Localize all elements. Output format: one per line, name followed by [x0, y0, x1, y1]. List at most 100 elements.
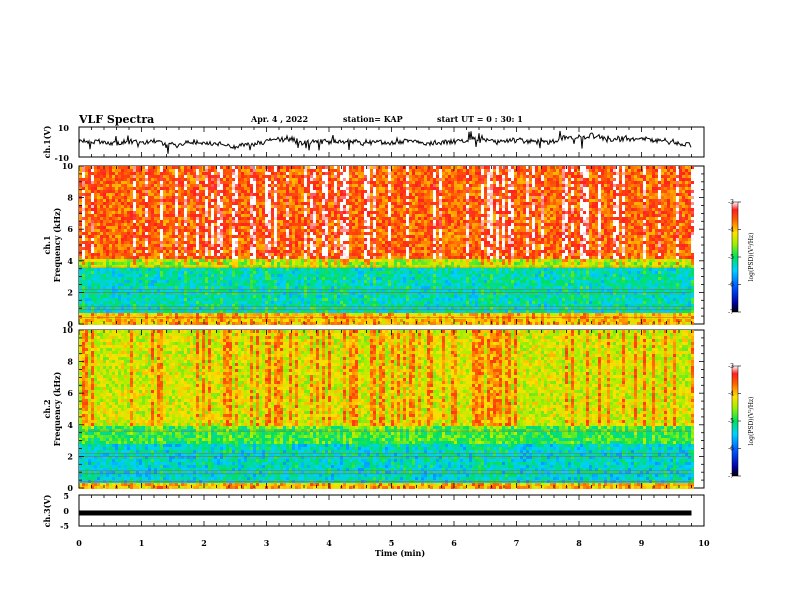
spectrogram-cell [232, 322, 235, 325]
spectrogram-cell [253, 193, 256, 196]
spectrogram-cell [157, 214, 160, 217]
spectrogram-cell [97, 322, 100, 325]
spectrogram-cell [301, 190, 304, 193]
spectrogram-cell [127, 211, 130, 214]
spectrogram-cell [175, 211, 178, 214]
spectrogram-cell [184, 289, 187, 292]
spectrogram-cell [79, 244, 82, 247]
spectrogram-cell [190, 307, 193, 310]
spectrogram-cell [112, 256, 115, 259]
spectrogram-cell [166, 319, 169, 322]
spectrogram-cell [154, 292, 157, 295]
spectrogram-cell [94, 253, 97, 256]
spectrogram-cell [100, 199, 103, 202]
spectrogram-cell [163, 277, 166, 280]
spectrogram-cell [211, 301, 214, 304]
spectrogram-cell [346, 253, 349, 256]
spectrogram-cell [112, 262, 115, 265]
spectrogram-cell [133, 175, 136, 178]
spectrogram-cell [127, 223, 130, 226]
spectrogram-cell [160, 229, 163, 232]
spectrogram-cell [124, 220, 127, 223]
spectrogram-cell [268, 181, 271, 184]
spectrogram-cell [100, 244, 103, 247]
spectrogram-cell [208, 295, 211, 298]
spectrogram-cell [274, 205, 277, 208]
spectrogram-cell [274, 268, 277, 271]
spectrogram-cell [226, 313, 229, 316]
spectrogram-cell [124, 193, 127, 196]
spectrogram-cell [154, 244, 157, 247]
spectrogram-cell [274, 229, 277, 232]
spectrogram-cell [265, 211, 268, 214]
spectrogram-cell [205, 280, 208, 283]
spectrogram-cell [187, 253, 190, 256]
spectrogram-cell [256, 292, 259, 295]
spectrogram-cell [118, 265, 121, 268]
spectrogram-cell [211, 175, 214, 178]
spectrogram-cell [328, 301, 331, 304]
spectrogram-cell [238, 205, 241, 208]
spectrogram-cell [247, 202, 250, 205]
spectrogram-cell [217, 235, 220, 238]
spectrogram-cell [346, 295, 349, 298]
spectrogram-cell [154, 214, 157, 217]
spectrogram-cell [277, 259, 280, 262]
spectrogram-cell [349, 301, 352, 304]
spectrogram-cell [112, 172, 115, 175]
spectrogram-cell [241, 232, 244, 235]
spectrogram-cell [214, 229, 217, 232]
spectrogram-cell [112, 322, 115, 325]
spectrogram-cell [226, 193, 229, 196]
spectrogram-cell [274, 181, 277, 184]
spectrogram-cell [133, 295, 136, 298]
spectrogram-cell [277, 280, 280, 283]
spectrogram-cell [154, 193, 157, 196]
spectrogram-cell [256, 280, 259, 283]
spectrogram-cell [253, 196, 256, 199]
spectrogram-cell [181, 280, 184, 283]
spectrogram-cell [241, 307, 244, 310]
spectrogram-cell [175, 199, 178, 202]
spectrogram-cell [139, 283, 142, 286]
spectrogram-cell [202, 265, 205, 268]
spectrogram-cell [193, 310, 196, 313]
spectrogram-cell [220, 166, 223, 169]
spectrogram-cell [187, 313, 190, 316]
spectrogram-cell [97, 178, 100, 181]
spectrogram-cell [205, 166, 208, 169]
spectrogram-cell [346, 232, 349, 235]
spectrogram-cell [196, 232, 199, 235]
spectrogram-cell [319, 205, 322, 208]
spectrogram-cell [256, 220, 259, 223]
spectrogram-cell [112, 289, 115, 292]
spectrogram-cell [349, 307, 352, 310]
spectrogram-cell [160, 196, 163, 199]
spectrogram-cell [145, 232, 148, 235]
spectrogram-cell [94, 235, 97, 238]
spectrogram-cell [211, 190, 214, 193]
spectrogram-cell [100, 193, 103, 196]
spectrogram-cell [211, 193, 214, 196]
spectrogram-cell [256, 286, 259, 289]
spectrogram-cell [292, 187, 295, 190]
spectrogram-cell [298, 298, 301, 301]
spectrogram-cell [124, 286, 127, 289]
spectrogram-cell [319, 214, 322, 217]
spectrogram-cell [118, 232, 121, 235]
spectrogram-cell [259, 283, 262, 286]
spectrogram-cell [325, 262, 328, 265]
spectrogram-cell [127, 310, 130, 313]
spectrogram-cell [253, 313, 256, 316]
spectrogram-cell [331, 262, 334, 265]
spectrogram-cell [163, 211, 166, 214]
spectrogram-cell [262, 196, 265, 199]
spectrogram-cell [145, 289, 148, 292]
spectrogram-cell [310, 220, 313, 223]
spectrogram-cell [79, 256, 82, 259]
spectrogram-cell [328, 208, 331, 211]
spectrogram-cell [331, 319, 334, 322]
spectrogram-cell [346, 247, 349, 250]
spectrogram-cell [175, 313, 178, 316]
spectrogram-cell [91, 241, 94, 244]
